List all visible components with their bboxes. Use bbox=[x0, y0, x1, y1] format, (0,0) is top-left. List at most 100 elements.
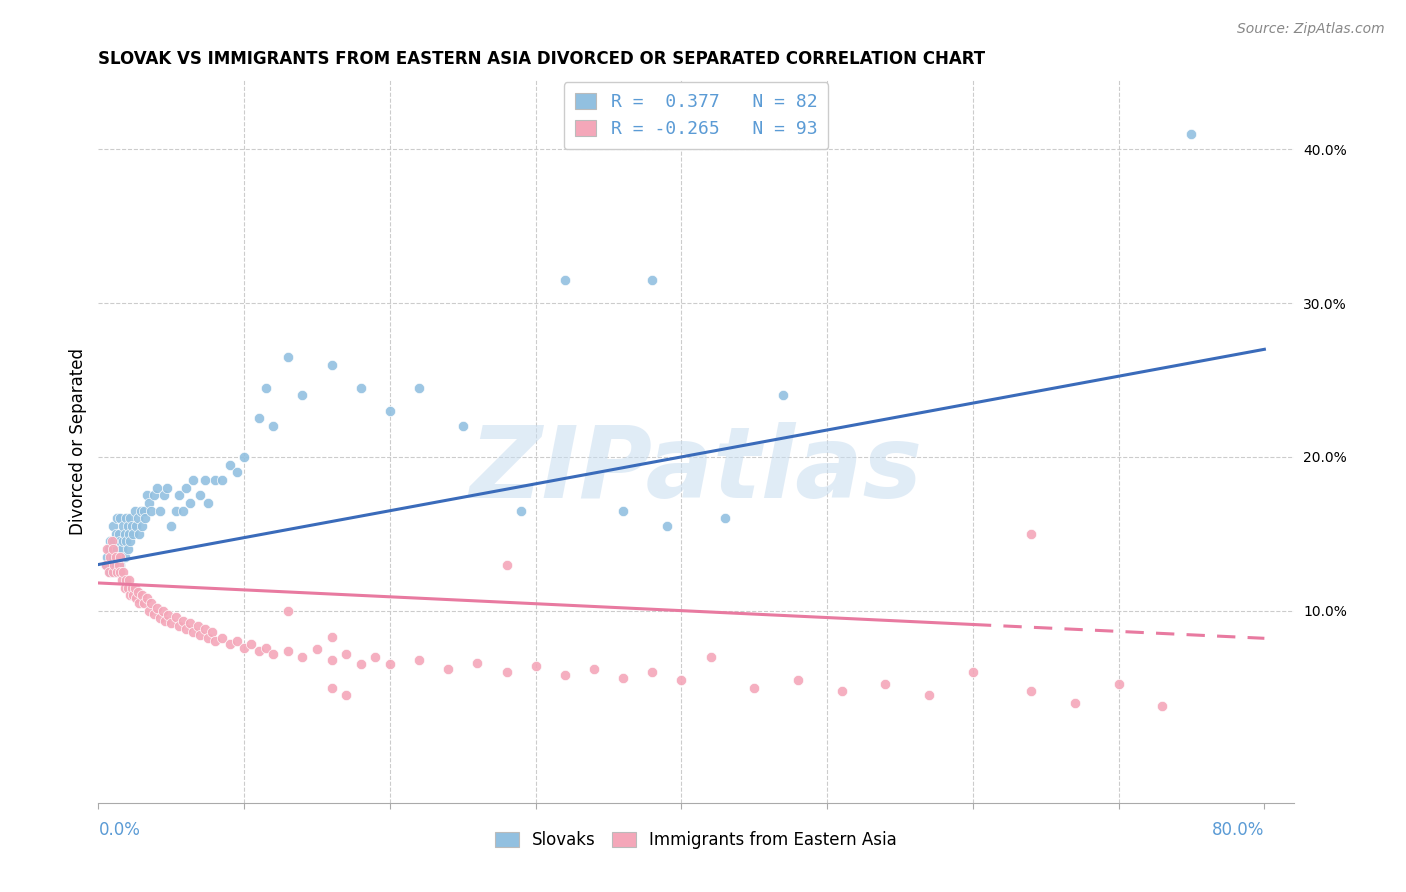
Point bbox=[918, 688, 941, 702]
Text: ZIPatlas: ZIPatlas bbox=[470, 422, 922, 519]
Point bbox=[120, 588, 142, 602]
Point bbox=[101, 542, 124, 557]
Point bbox=[1108, 677, 1130, 691]
Point bbox=[1064, 696, 1087, 710]
Point bbox=[225, 465, 247, 479]
Point bbox=[110, 511, 132, 525]
Point bbox=[165, 609, 187, 624]
Point bbox=[155, 615, 177, 629]
Point bbox=[179, 496, 201, 510]
Point bbox=[104, 526, 127, 541]
Point bbox=[233, 450, 256, 464]
Point bbox=[149, 611, 172, 625]
Point bbox=[467, 656, 489, 670]
Point bbox=[105, 565, 128, 579]
Point bbox=[190, 628, 212, 642]
Point bbox=[121, 519, 143, 533]
Point bbox=[262, 647, 284, 661]
Point bbox=[100, 534, 122, 549]
Point bbox=[772, 388, 794, 402]
Point bbox=[277, 643, 299, 657]
Point bbox=[156, 481, 179, 495]
Point bbox=[194, 622, 217, 636]
Point bbox=[277, 604, 299, 618]
Point bbox=[742, 681, 765, 695]
Point bbox=[134, 511, 156, 525]
Y-axis label: Divorced or Separated: Divorced or Separated bbox=[69, 348, 87, 535]
Point bbox=[714, 511, 737, 525]
Point bbox=[96, 549, 118, 564]
Point bbox=[350, 381, 373, 395]
Point bbox=[321, 653, 343, 667]
Point bbox=[186, 619, 208, 633]
Point bbox=[111, 542, 134, 557]
Point bbox=[510, 504, 533, 518]
Point bbox=[181, 625, 204, 640]
Point bbox=[103, 534, 125, 549]
Point bbox=[104, 558, 127, 572]
Point bbox=[201, 625, 224, 640]
Point bbox=[218, 458, 240, 472]
Point bbox=[97, 565, 120, 579]
Point bbox=[101, 519, 124, 533]
Point bbox=[321, 630, 343, 644]
Point bbox=[105, 511, 128, 525]
Point bbox=[172, 615, 194, 629]
Point bbox=[98, 565, 121, 579]
Point bbox=[112, 534, 135, 549]
Point bbox=[120, 511, 142, 525]
Point bbox=[145, 600, 167, 615]
Point bbox=[115, 511, 138, 525]
Point bbox=[112, 519, 135, 533]
Point bbox=[138, 604, 160, 618]
Point bbox=[152, 604, 174, 618]
Point bbox=[197, 632, 219, 646]
Point bbox=[94, 558, 117, 572]
Text: 80.0%: 80.0% bbox=[1212, 822, 1264, 839]
Point bbox=[165, 504, 187, 518]
Point bbox=[117, 542, 139, 557]
Point bbox=[233, 640, 256, 655]
Point bbox=[157, 608, 180, 623]
Point bbox=[641, 273, 664, 287]
Point bbox=[135, 591, 157, 606]
Point bbox=[115, 534, 138, 549]
Point bbox=[190, 488, 212, 502]
Point bbox=[110, 549, 132, 564]
Point bbox=[408, 381, 430, 395]
Point bbox=[114, 581, 136, 595]
Point bbox=[254, 381, 277, 395]
Point bbox=[962, 665, 984, 680]
Point bbox=[125, 519, 148, 533]
Point bbox=[211, 632, 233, 646]
Point bbox=[787, 673, 810, 687]
Point bbox=[240, 637, 263, 651]
Point bbox=[321, 358, 343, 372]
Point bbox=[110, 565, 132, 579]
Point bbox=[305, 642, 328, 657]
Point bbox=[197, 496, 219, 510]
Point bbox=[115, 573, 138, 587]
Point bbox=[495, 665, 517, 680]
Point bbox=[172, 504, 194, 518]
Point bbox=[127, 511, 149, 525]
Point bbox=[612, 671, 634, 685]
Point bbox=[100, 558, 122, 572]
Point bbox=[1019, 683, 1042, 698]
Point bbox=[218, 637, 240, 651]
Point bbox=[111, 573, 134, 587]
Point bbox=[160, 615, 183, 630]
Legend: Slovaks, Immigrants from Eastern Asia: Slovaks, Immigrants from Eastern Asia bbox=[488, 824, 904, 856]
Point bbox=[128, 596, 150, 610]
Text: Source: ZipAtlas.com: Source: ZipAtlas.com bbox=[1237, 22, 1385, 37]
Point bbox=[96, 542, 118, 557]
Point bbox=[335, 688, 357, 702]
Point bbox=[225, 634, 247, 648]
Point bbox=[121, 581, 143, 595]
Point bbox=[142, 488, 165, 502]
Point bbox=[132, 504, 155, 518]
Point bbox=[138, 496, 160, 510]
Point bbox=[167, 488, 190, 502]
Point bbox=[291, 649, 314, 664]
Point bbox=[128, 526, 150, 541]
